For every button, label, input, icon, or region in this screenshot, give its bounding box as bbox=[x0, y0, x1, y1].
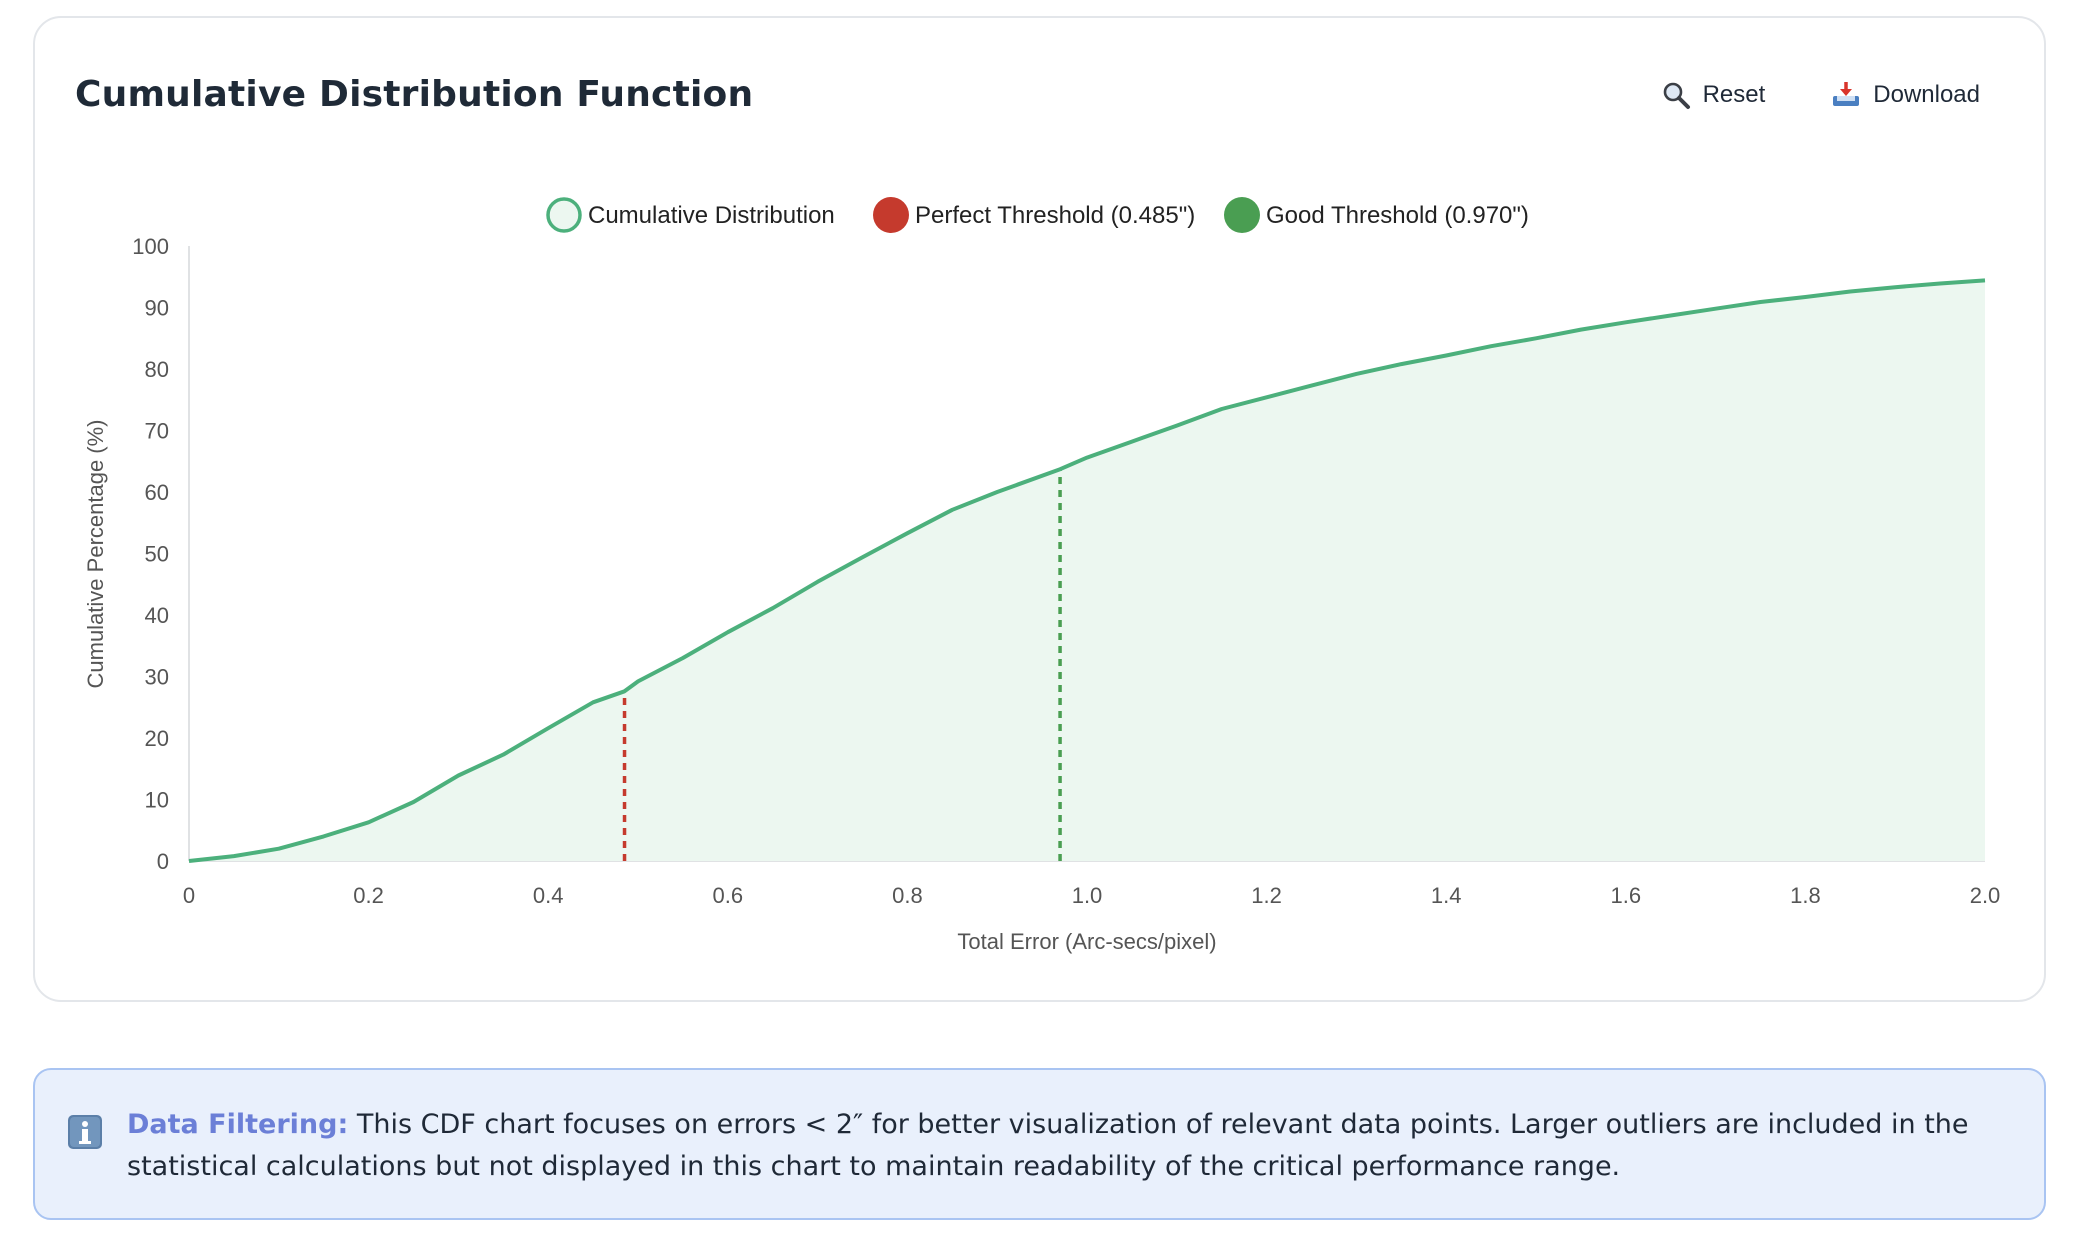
y-tick-label: 10 bbox=[145, 788, 169, 813]
info-icon bbox=[68, 1115, 102, 1149]
x-tick-label: 0 bbox=[183, 883, 195, 908]
x-tick-label: 2.0 bbox=[1970, 883, 2001, 908]
legend-swatch-good bbox=[1224, 197, 1260, 233]
info-text: Data Filtering: This CDF chart focuses o… bbox=[127, 1104, 1987, 1188]
legend-label-good: Good Threshold (0.970") bbox=[1266, 202, 1529, 229]
legend-swatch-cumulative bbox=[546, 197, 582, 233]
y-tick-label: 60 bbox=[145, 480, 169, 505]
cdf-card: Cumulative Distribution Function Reset D… bbox=[33, 16, 2046, 1002]
x-tick-label: 0.8 bbox=[892, 883, 923, 908]
x-tick-label: 1.4 bbox=[1431, 883, 1462, 908]
cdf-series-line bbox=[188, 278, 1986, 863]
y-tick-label: 40 bbox=[145, 603, 169, 628]
cdf-chart: Cumulative Distribution Perfect Threshol… bbox=[83, 197, 2000, 954]
reset-label: Reset bbox=[1702, 81, 1766, 108]
cdf-area-fill bbox=[189, 280, 1985, 861]
magnifier-icon bbox=[1663, 82, 1690, 109]
legend-swatch-perfect bbox=[873, 197, 909, 233]
legend-label-perfect: Perfect Threshold (0.485") bbox=[915, 202, 1195, 229]
y-tick-label: 30 bbox=[145, 665, 169, 690]
y-axis-title: Cumulative Percentage (%) bbox=[83, 419, 108, 688]
download-label: Download bbox=[1873, 81, 1980, 108]
x-tick-label: 1.0 bbox=[1072, 883, 1103, 908]
y-tick-labels: 0 10 20 30 40 50 60 70 80 90 100 bbox=[132, 234, 169, 874]
x-tick-label: 0.2 bbox=[353, 883, 384, 908]
y-tick-label: 20 bbox=[145, 726, 169, 751]
legend-item-good[interactable]: Good Threshold (0.970") bbox=[1224, 197, 1529, 233]
y-tick-label: 50 bbox=[145, 542, 169, 567]
legend-label-cumulative: Cumulative Distribution bbox=[588, 202, 835, 229]
y-tick-label: 90 bbox=[145, 296, 169, 321]
chart-toolbar: Reset Download bbox=[1661, 80, 1980, 110]
y-tick-label: 100 bbox=[132, 234, 169, 259]
chart-title: Cumulative Distribution Function bbox=[75, 74, 754, 115]
x-tick-labels: 0 0.2 0.4 0.6 0.8 1.0 1.2 1.4 1.6 1.8 2.0 bbox=[183, 883, 2000, 908]
download-button[interactable]: Download bbox=[1831, 80, 1980, 110]
data-filtering-note: Data Filtering: This CDF chart focuses o… bbox=[33, 1068, 2046, 1220]
legend-item-cumulative[interactable]: Cumulative Distribution bbox=[546, 197, 835, 233]
x-tick-label: 0.4 bbox=[533, 883, 564, 908]
y-tick-label: 70 bbox=[145, 419, 169, 444]
x-axis-title: Total Error (Arc-secs/pixel) bbox=[957, 929, 1216, 954]
download-tray-icon bbox=[1833, 82, 1860, 106]
x-tick-label: 0.6 bbox=[713, 883, 744, 908]
y-tick-label: 80 bbox=[145, 357, 169, 382]
x-tick-label: 1.8 bbox=[1790, 883, 1821, 908]
reset-button[interactable]: Reset bbox=[1661, 80, 1766, 110]
info-body: This CDF chart focuses on errors < 2″ fo… bbox=[127, 1109, 1969, 1182]
y-tick-label: 0 bbox=[157, 849, 169, 874]
legend-item-perfect[interactable]: Perfect Threshold (0.485") bbox=[873, 197, 1195, 233]
x-tick-label: 1.6 bbox=[1611, 883, 1642, 908]
x-tick-label: 1.2 bbox=[1251, 883, 1282, 908]
info-label: Data Filtering: bbox=[127, 1109, 349, 1140]
legend: Cumulative Distribution Perfect Threshol… bbox=[546, 197, 1529, 233]
